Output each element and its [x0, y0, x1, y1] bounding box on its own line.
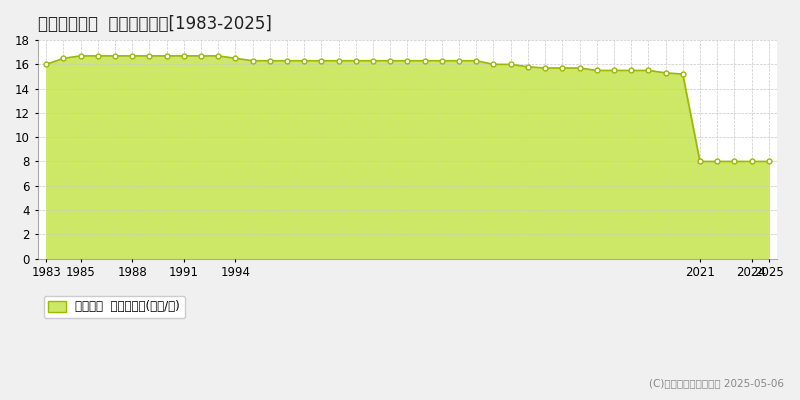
Legend: 公示地価  平均坂単価(万円/坂): 公示地価 平均坂単価(万円/坂)	[43, 296, 185, 318]
Text: (C)土地価格ドットコム 2025-05-06: (C)土地価格ドットコム 2025-05-06	[649, 378, 784, 388]
Text: 釧路市中島町  公示地価推移[1983-2025]: 釧路市中島町 公示地価推移[1983-2025]	[38, 15, 271, 33]
